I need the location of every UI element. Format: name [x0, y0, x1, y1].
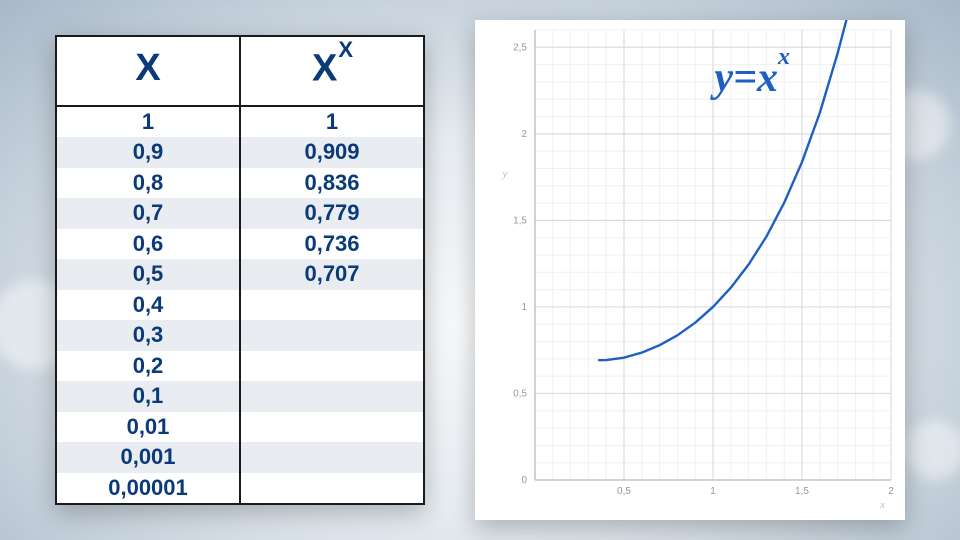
table-row: 0,80,836 [57, 168, 423, 199]
table-row: 0,001 [57, 442, 423, 473]
cell-xx: 0,736 [239, 229, 423, 260]
col-header-xx: XX [239, 37, 423, 105]
cell-xx [239, 442, 423, 473]
cell-xx: 0,779 [239, 198, 423, 229]
table-row: 0,1 [57, 381, 423, 412]
svg-text:0: 0 [521, 475, 527, 486]
table-row: 0,4 [57, 290, 423, 321]
svg-text:1,5: 1,5 [795, 486, 809, 497]
equation-label: y=xx [714, 54, 790, 102]
cell-x: 0,00001 [57, 473, 239, 504]
cell-xx: 0,836 [239, 168, 423, 199]
xx-table: X XX 110,90,9090,80,8360,70,7790,60,7360… [55, 35, 425, 505]
svg-text:1: 1 [710, 486, 716, 497]
cell-x: 0,01 [57, 412, 239, 443]
col-header-x: X [57, 37, 239, 105]
cell-x: 0,4 [57, 290, 239, 321]
cell-xx [239, 473, 423, 504]
cell-x: 1 [57, 107, 239, 138]
cell-xx [239, 290, 423, 321]
table-row: 0,01 [57, 412, 423, 443]
xx-chart: 0,5 1 1,5 2 0 0,5 1 1,5 2 2,5 x y y=xx [475, 20, 905, 520]
table-row: 0,50,707 [57, 259, 423, 290]
cell-xx [239, 381, 423, 412]
cell-x: 0,5 [57, 259, 239, 290]
svg-text:2: 2 [888, 486, 894, 497]
cell-xx [239, 320, 423, 351]
cell-x: 0,3 [57, 320, 239, 351]
cell-xx [239, 351, 423, 382]
cell-x: 0,2 [57, 351, 239, 382]
table-row: 0,2 [57, 351, 423, 382]
svg-text:0,5: 0,5 [513, 388, 527, 399]
table-row: 0,90,909 [57, 137, 423, 168]
cell-xx [239, 412, 423, 443]
table-header: X XX [57, 37, 423, 107]
cell-x: 0,1 [57, 381, 239, 412]
cell-x: 0,6 [57, 229, 239, 260]
cell-x: 0,7 [57, 198, 239, 229]
chart-svg: 0,5 1 1,5 2 0 0,5 1 1,5 2 2,5 x y [475, 20, 905, 520]
table-row: 11 [57, 107, 423, 138]
cell-xx: 1 [239, 107, 423, 138]
svg-text:2,5: 2,5 [513, 42, 527, 53]
table-row: 0,00001 [57, 473, 423, 504]
table-row: 0,70,779 [57, 198, 423, 229]
svg-text:x: x [879, 499, 885, 511]
svg-text:y: y [502, 168, 508, 180]
svg-text:0,5: 0,5 [617, 486, 631, 497]
cell-x: 0,001 [57, 442, 239, 473]
table-row: 0,60,736 [57, 229, 423, 260]
cell-xx: 0,707 [239, 259, 423, 290]
cell-x: 0,8 [57, 168, 239, 199]
table-row: 0,3 [57, 320, 423, 351]
cell-x: 0,9 [57, 137, 239, 168]
svg-text:1: 1 [521, 302, 527, 313]
table-body: 110,90,9090,80,8360,70,7790,60,7360,50,7… [57, 107, 423, 504]
svg-text:1,5: 1,5 [513, 215, 527, 226]
cell-xx: 0,909 [239, 137, 423, 168]
svg-text:2: 2 [521, 129, 527, 140]
